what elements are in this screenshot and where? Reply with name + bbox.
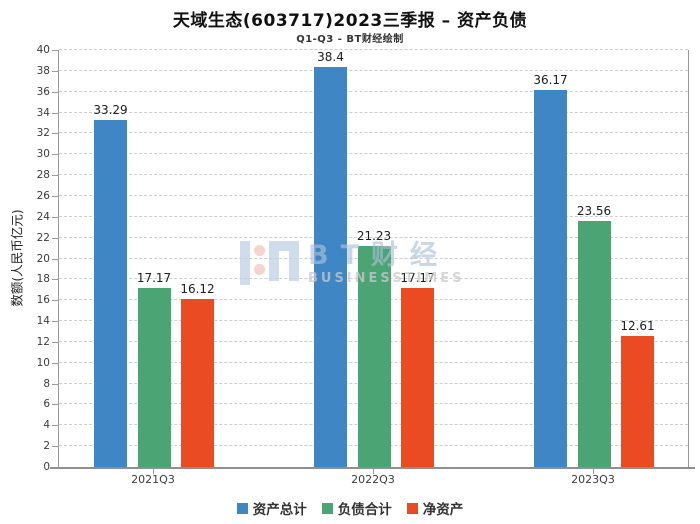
legend-item-net-assets[interactable]: 净资产 (406, 498, 464, 518)
gridline (59, 132, 688, 134)
legend-swatch-net-assets (406, 502, 418, 514)
bar-value-label: 21.23 (356, 228, 392, 243)
bar-total-liabilities-2021q3[interactable] (137, 288, 171, 467)
bt-logo-pi-shape (269, 241, 299, 281)
legend-label: 负债合计 (337, 502, 392, 518)
y-tick-mark (52, 175, 58, 177)
gridline (59, 153, 688, 155)
bar-net-assets-2022q3[interactable] (401, 288, 434, 467)
y-tick-mark (52, 404, 58, 406)
y-tick-mark (52, 446, 58, 448)
gridline (59, 90, 688, 92)
legend-label: 资产总计 (252, 502, 307, 518)
y-tick-label: 2 (43, 440, 50, 453)
gridline (59, 174, 688, 176)
bar-total-liabilities-2023q3[interactable] (577, 221, 611, 467)
x-tick-label-2022q3: 2022Q3 (351, 473, 395, 486)
bt-logo-dots (254, 245, 265, 275)
y-tick-label: 30 (36, 148, 50, 161)
y-tick-mark (52, 154, 58, 156)
bar-value-label: 17.17 (136, 271, 172, 286)
y-tick-label: 0 (43, 461, 50, 473)
y-tick-label: 34 (36, 106, 50, 119)
legend: 资产总计 负债合计 净资产 (0, 498, 700, 518)
x-tick-label-2023q3: 2023Q3 (571, 473, 615, 486)
gridline (59, 215, 688, 217)
page-title: 天域生态(603717)2023三季报 – 资产负债 (172, 11, 528, 31)
gridline (59, 194, 688, 196)
legend-swatch-total-liabilities (321, 502, 333, 514)
y-tick-label: 22 (36, 231, 50, 244)
legend-item-total-assets[interactable]: 资产总计 (236, 498, 307, 518)
y-tick-mark (52, 133, 58, 135)
legend-swatch-total-assets (236, 502, 248, 514)
y-tick-mark (52, 425, 58, 427)
bar-value-label: 38.4 (317, 49, 344, 64)
y-tick-label: 38 (36, 64, 50, 77)
y-tick-mark (52, 70, 58, 72)
y-tick-label: 20 (36, 252, 50, 265)
y-tick-mark (52, 279, 58, 281)
y-tick-mark (52, 300, 58, 302)
page-subtitle: Q1-Q3 - BT财经绘制 (296, 34, 404, 45)
y-tick-label: 28 (36, 169, 50, 182)
bar-total-assets-2021q3[interactable] (94, 119, 127, 467)
x-axis-line (50, 467, 695, 469)
plot-area: BT财经 BUSINESSTIMES 33.29 38.4 36.17 17.17 21… (58, 49, 689, 467)
y-tick-label: 16 (36, 294, 50, 307)
bar-value-label: 23.56 (576, 204, 612, 219)
bar-value-label: 17.17 (400, 271, 435, 286)
y-tick-label: 40 (36, 44, 50, 56)
y-tick-label: 26 (36, 189, 50, 202)
y-tick-mark (52, 362, 58, 364)
legend-item-total-liabilities[interactable]: 负债合计 (321, 498, 392, 518)
y-tick-label: 18 (36, 273, 50, 286)
y-tick-mark (52, 216, 58, 218)
y-tick-mark (52, 258, 58, 260)
y-tick-label: 24 (36, 210, 50, 223)
y-tick-mark (52, 341, 58, 343)
bar-net-assets-2021q3[interactable] (181, 298, 214, 467)
y-tick-label: 6 (43, 398, 50, 411)
y-tick-mark (52, 50, 58, 51)
bar-value-label: 16.12 (180, 281, 215, 296)
x-tick-label-2021q3: 2021Q3 (131, 473, 175, 486)
x-tick-mark (153, 469, 154, 474)
legend-label: 净资产 (422, 502, 464, 518)
gridline (59, 69, 688, 71)
gridline (59, 111, 688, 113)
x-tick-mark (373, 469, 374, 474)
x-tick-mark (593, 469, 594, 474)
y-tick-label: 36 (36, 85, 50, 98)
bar-value-label: 36.17 (533, 72, 568, 87)
y-tick-mark (52, 112, 58, 114)
gridline (59, 49, 688, 50)
gridline (59, 236, 688, 238)
y-tick-label: 32 (36, 127, 50, 140)
bar-total-assets-2022q3[interactable] (314, 66, 347, 467)
y-tick-label: 10 (36, 356, 50, 369)
y-tick-label: 4 (43, 419, 50, 432)
y-tick-mark (52, 91, 58, 93)
y-tick-label: 14 (36, 315, 50, 328)
bar-total-liabilities-2022q3[interactable] (357, 245, 391, 467)
bar-value-label: 12.61 (620, 318, 655, 333)
bar-total-assets-2023q3[interactable] (534, 89, 567, 467)
bar-value-label: 33.29 (93, 102, 128, 117)
y-tick-label: 12 (36, 335, 50, 348)
y-tick-mark (52, 237, 58, 239)
y-tick-mark (52, 321, 58, 323)
y-tick-label: 8 (43, 377, 50, 390)
y-tick-mark (52, 383, 58, 385)
y-tick-mark (52, 195, 58, 197)
bar-net-assets-2023q3[interactable] (621, 335, 654, 467)
